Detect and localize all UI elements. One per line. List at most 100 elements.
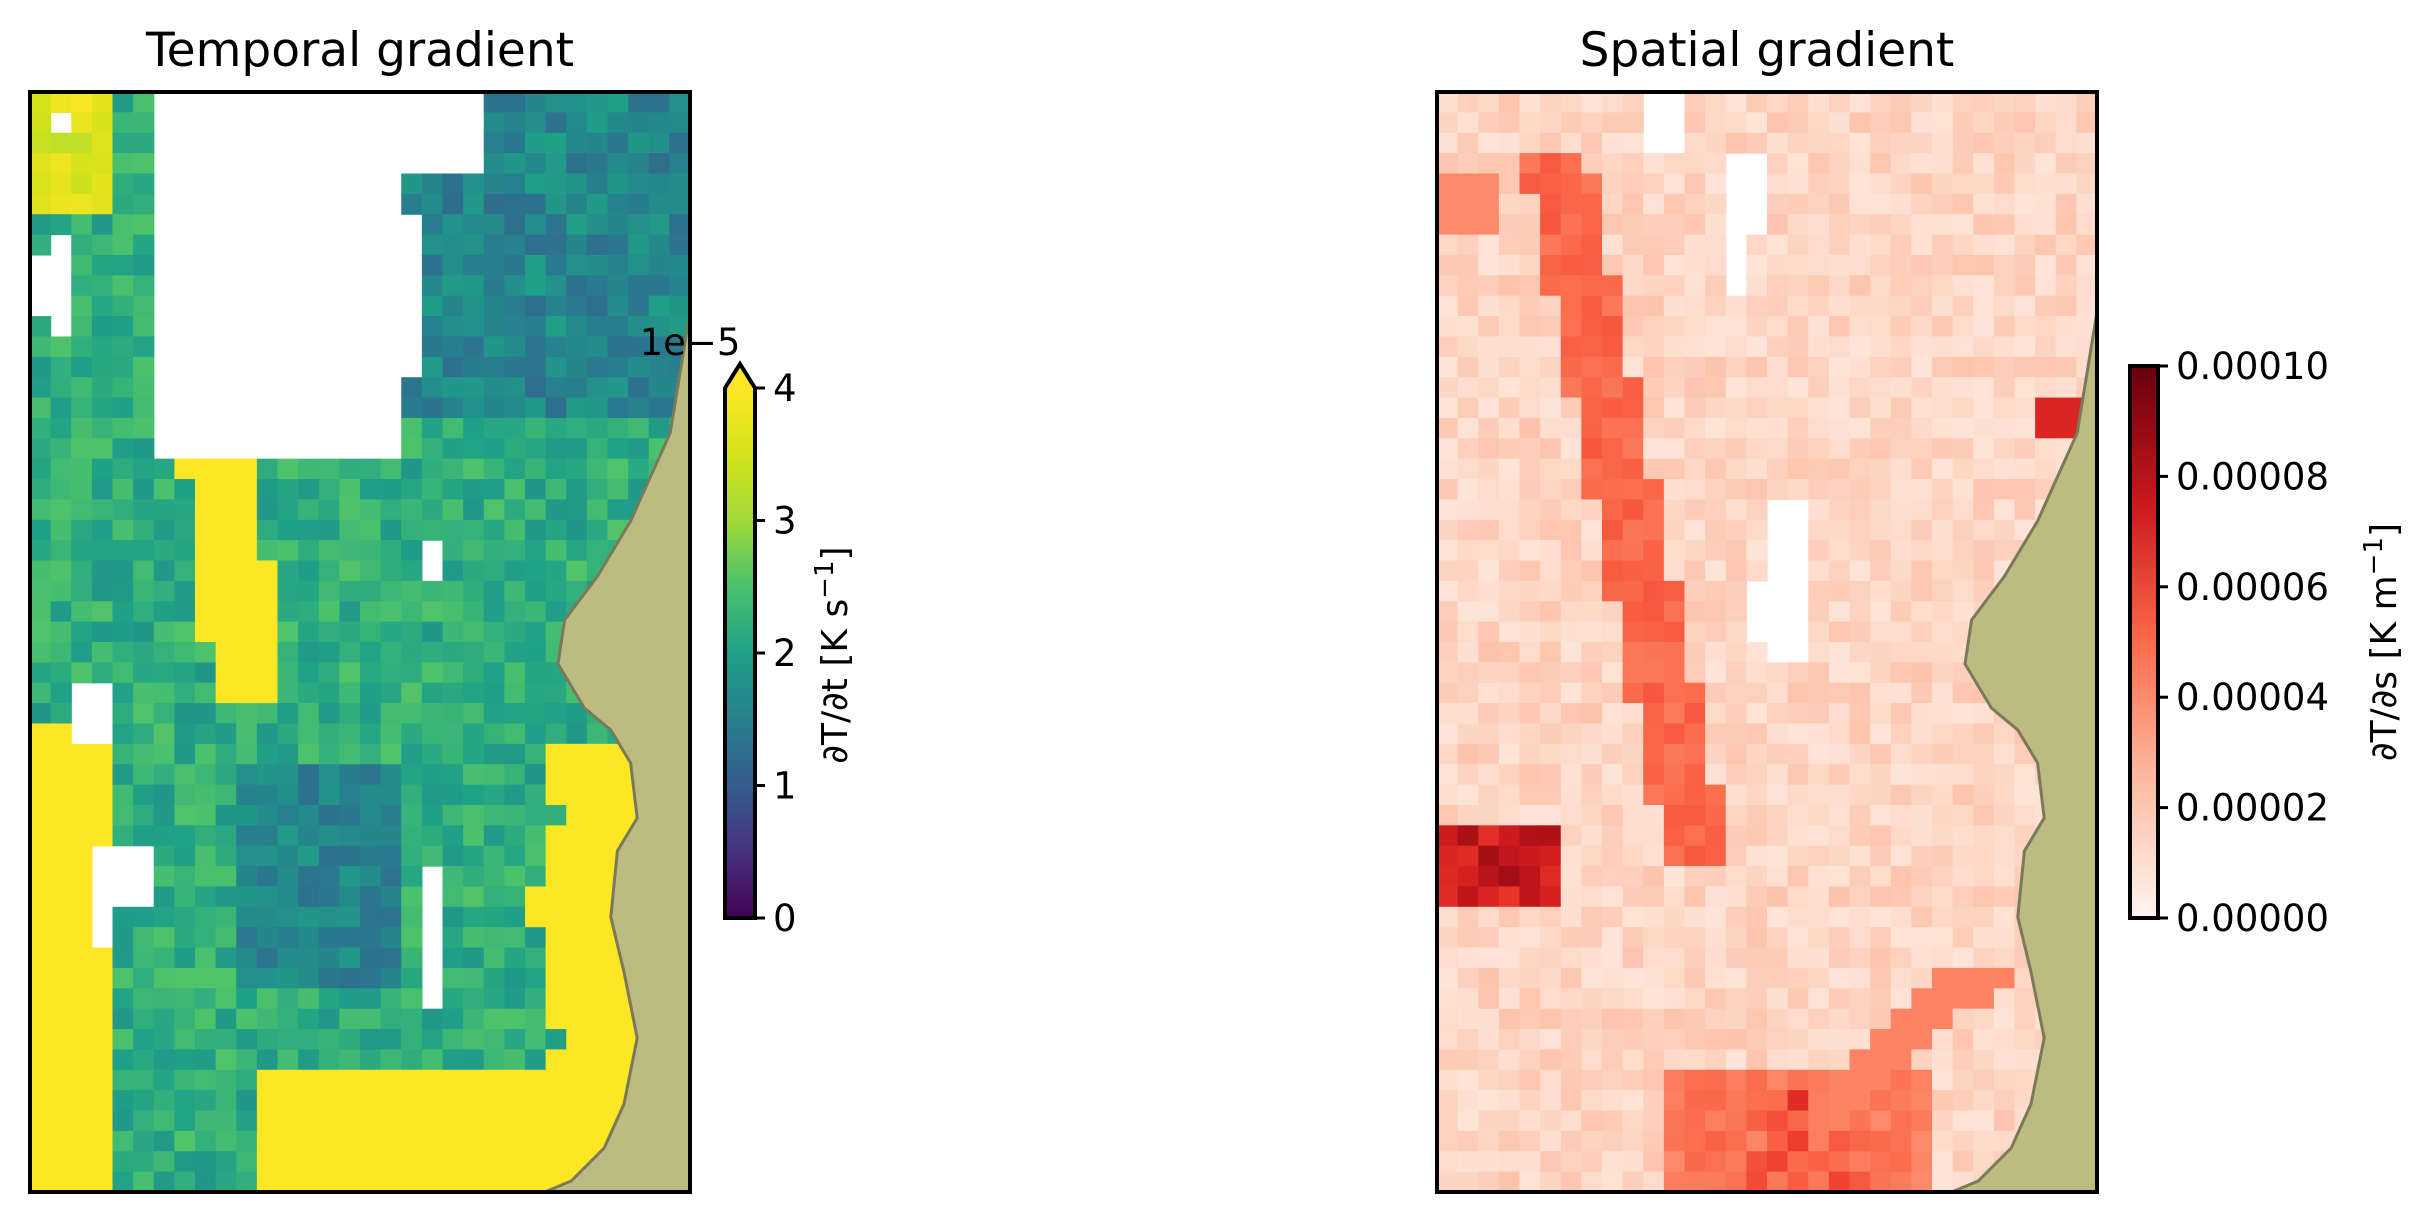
spatial-cell: [1911, 499, 1933, 521]
temporal-cell: [91, 336, 114, 358]
spatial-cell: [1498, 927, 1521, 949]
temporal-cell: [215, 947, 237, 969]
spatial-cell: [1870, 295, 1892, 317]
temporal-cell: [174, 804, 196, 826]
spatial-cell: [1890, 621, 1912, 643]
spatial-cell: [1560, 112, 1582, 134]
temporal-cell: [607, 316, 629, 338]
temporal-gradient-heatmap: [30, 92, 690, 1192]
spatial-cell: [1560, 682, 1582, 704]
temporal-cell: [525, 540, 547, 562]
temporal-cell: [277, 743, 299, 765]
spatial-cell: [1808, 1069, 1830, 1091]
spatial-cell: [1519, 1049, 1541, 1071]
temporal-cell: [133, 927, 155, 949]
temporal-cell: [380, 458, 402, 480]
temporal-cell: [442, 540, 464, 562]
spatial-cell: [1787, 173, 1809, 195]
spatial-cell: [1993, 825, 2016, 847]
spatial-cell: [1540, 112, 1562, 134]
spatial-cell: [1457, 295, 1479, 317]
temporal-cell: [607, 458, 629, 480]
spatial-cell: [1581, 336, 1603, 358]
temporal-cell: [360, 866, 382, 888]
spatial-cell: [1911, 784, 1933, 806]
temporal-cell: [30, 927, 52, 949]
spatial-cell: [1725, 499, 1747, 521]
temporal-cell: [215, 1008, 237, 1030]
temporal-cell: [153, 1090, 175, 1112]
temporal-cell: [256, 479, 279, 501]
spatial-cell: [1725, 1008, 1747, 1030]
temporal-cell: [421, 784, 444, 806]
spatial-cell: [1932, 499, 1954, 521]
spatial-cell: [1663, 173, 1686, 195]
spatial-cell: [1808, 1090, 1830, 1112]
temporal-cell: [256, 743, 279, 765]
spatial-cell: [1890, 703, 1912, 725]
temporal-colorbar-outline: [723, 360, 757, 920]
temporal-cell: [525, 1110, 547, 1132]
temporal-cell: [421, 1110, 444, 1132]
temporal-cell: [71, 234, 93, 256]
temporal-cell: [566, 193, 588, 215]
spatial-cell: [1932, 92, 1954, 113]
spatial-cell: [1890, 540, 1912, 562]
spatial-cell: [1519, 92, 1541, 113]
spatial-cell: [1622, 1090, 1644, 1112]
spatial-cell: [1457, 479, 1479, 501]
spatial-cell: [1993, 540, 2016, 562]
temporal-cell: [133, 1029, 155, 1051]
temporal-cell: [50, 458, 72, 480]
temporal-cell: [504, 1110, 526, 1132]
spatial-cell: [1787, 234, 1809, 256]
spatial-cell: [2055, 214, 2077, 236]
temporal-cell: [648, 356, 670, 378]
temporal-cell: [360, 784, 382, 806]
temporal-cell: [628, 254, 650, 276]
temporal-cell: [215, 519, 237, 541]
spatial-cell: [1787, 397, 1809, 419]
spatial-cell: [1952, 356, 1974, 378]
spatial-cell: [1725, 479, 1747, 501]
spatial-cell: [1849, 112, 1871, 134]
spatial-cell: [1684, 886, 1706, 908]
temporal-cell: [112, 1130, 134, 1152]
temporal-cell: [153, 723, 175, 745]
temporal-cell: [545, 601, 567, 623]
spatial-cell: [1849, 438, 1871, 460]
spatial-cell: [1560, 458, 1582, 480]
spatial-cell: [1808, 336, 1830, 358]
temporal-cell: [195, 825, 217, 847]
temporal-cell: [380, 1029, 402, 1051]
spatial-cell: [1437, 173, 1459, 195]
spatial-cell: [1870, 132, 1892, 154]
spatial-cell: [1849, 947, 1871, 969]
spatial-cell: [1622, 642, 1644, 663]
spatial-cell: [1663, 784, 1686, 806]
temporal-cell: [566, 906, 588, 928]
temporal-cell: [483, 947, 505, 969]
temporal-cell: [380, 479, 402, 501]
temporal-cell: [71, 458, 93, 480]
temporal-cell: [504, 703, 526, 725]
spatial-cell: [1705, 1049, 1727, 1071]
temporal-cell: [318, 519, 340, 541]
spatial-cell: [1478, 397, 1500, 419]
spatial-cell: [1622, 214, 1644, 236]
spatial-cell: [1705, 316, 1727, 338]
temporal-cell: [298, 1090, 320, 1112]
spatial-cell: [1622, 703, 1644, 725]
spatial-cell: [1890, 927, 1912, 949]
temporal-cell: [298, 1151, 320, 1173]
spatial-cell: [1684, 703, 1706, 725]
spatial-cell: [1519, 397, 1541, 419]
spatial-cell: [1684, 580, 1706, 602]
spatial-cell: [1540, 682, 1562, 704]
spatial-cell: [1870, 479, 1892, 501]
temporal-cell: [277, 580, 299, 602]
temporal-cell: [504, 356, 526, 378]
spatial-cell: [1602, 397, 1624, 419]
temporal-cell: [339, 458, 361, 480]
temporal-cell: [566, 234, 588, 256]
